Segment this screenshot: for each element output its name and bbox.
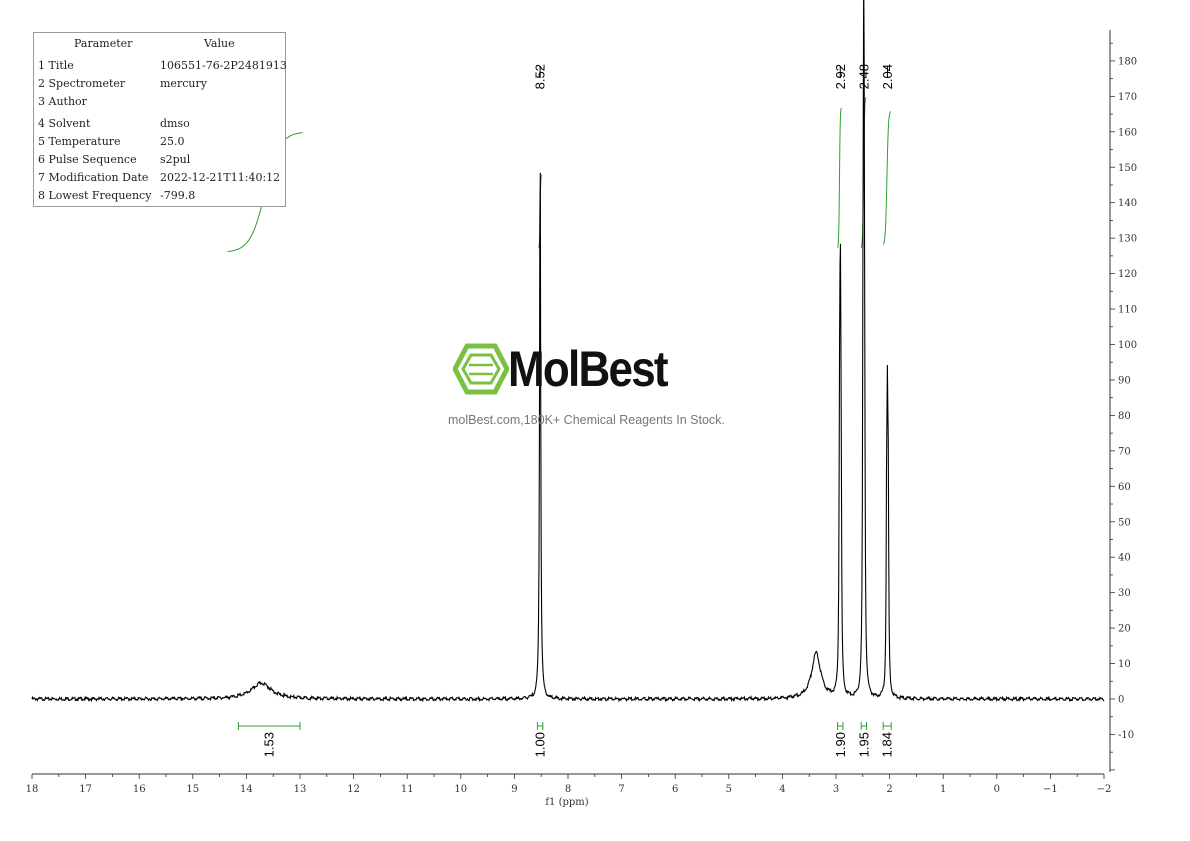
y-tick-label: 120	[1118, 269, 1137, 280]
x-tick-label: 0	[994, 784, 1000, 795]
peak-labels: 8.52 2.92 2.48 2.04	[533, 64, 895, 89]
x-tick-label: −2	[1097, 784, 1112, 795]
integral-curve	[837, 107, 842, 248]
y-tick-label: 110	[1118, 305, 1137, 316]
peak-label: 2.04	[880, 64, 895, 89]
y-tick-label: 30	[1118, 588, 1131, 599]
x-tick-label: 13	[294, 784, 307, 795]
y-tick-label: 140	[1118, 198, 1137, 209]
integral-value: 1.00	[533, 732, 548, 757]
watermark-tagline: molBest.com,180K+ Chemical Reagents In S…	[448, 413, 725, 427]
x-tick-label: 17	[79, 784, 92, 795]
x-tick-label: 18	[26, 784, 39, 795]
x-tick-label: −1	[1043, 784, 1058, 795]
integral-value: 1.53	[262, 732, 277, 757]
x-tick-label: 10	[454, 784, 467, 795]
y-tick-label: 10	[1118, 659, 1131, 670]
y-tick-label: 130	[1118, 234, 1137, 245]
y-tick-label: 0	[1118, 695, 1124, 706]
integral-bars: 1.53 1.00 1.90 1.95 1.84	[237, 722, 895, 757]
parameter-table: Parameter Value 1 Title 106551-76-2P24819…	[33, 32, 287, 207]
y-axis: -10 0 10 20 30 40 50 60 70 80 90 100 110 120 130 140 150…	[1109, 30, 1137, 772]
y-tick-label: 60	[1118, 482, 1131, 493]
x-tick-label: 8	[565, 784, 571, 795]
y-tick-label: 50	[1118, 517, 1131, 528]
x-tick-label: 1	[940, 784, 946, 795]
spectrum-line	[31, 0, 1105, 703]
x-tick-label: 4	[779, 784, 785, 795]
peak-label: 2.92	[833, 64, 848, 89]
integral-value: 1.84	[880, 732, 895, 757]
integral-curves	[227, 97, 892, 253]
value-header: Value	[204, 37, 235, 50]
x-tick-label: 3	[833, 784, 839, 795]
y-tick-label: 160	[1118, 127, 1137, 138]
y-tick-label: 40	[1118, 553, 1131, 564]
integral-value: 1.95	[856, 732, 871, 757]
x-tick-label: 16	[133, 784, 146, 795]
y-tick-label: -10	[1118, 730, 1134, 741]
x-tick-label: 12	[347, 784, 360, 795]
y-tick-label: 170	[1118, 92, 1137, 103]
x-axis: 18 17 16 15 14 13 12 11 10 9 8 7 6 5 4 3 2 1 0 −1 −2	[26, 773, 1112, 795]
y-tick-label: 150	[1118, 163, 1137, 174]
spectrum-trace	[31, 0, 1105, 703]
x-tick-label: 9	[511, 784, 517, 795]
molbest-logo-icon	[453, 343, 509, 395]
peak-label: 8.52	[533, 64, 548, 89]
molbest-logo-text: MolBest	[508, 341, 669, 397]
y-tick-label: 80	[1118, 411, 1131, 422]
y-tick-label: 70	[1118, 446, 1131, 457]
y-tick-label: 180	[1118, 56, 1137, 67]
x-tick-label: 11	[401, 784, 414, 795]
x-tick-label: 2	[886, 784, 892, 795]
y-tick-label: 90	[1118, 375, 1131, 386]
x-tick-label: 5	[726, 784, 732, 795]
x-tick-label: 7	[618, 784, 624, 795]
integral-value: 1.90	[833, 732, 848, 757]
x-tick-label: 15	[186, 784, 199, 795]
x-axis-label: f1 (ppm)	[545, 797, 588, 808]
parameter-header: Parameter	[74, 37, 133, 50]
integral-curve	[882, 111, 892, 245]
x-tick-label: 6	[672, 784, 678, 795]
x-tick-label: 14	[240, 784, 253, 795]
y-tick-label: 100	[1118, 340, 1137, 351]
y-tick-label: 20	[1118, 624, 1131, 635]
